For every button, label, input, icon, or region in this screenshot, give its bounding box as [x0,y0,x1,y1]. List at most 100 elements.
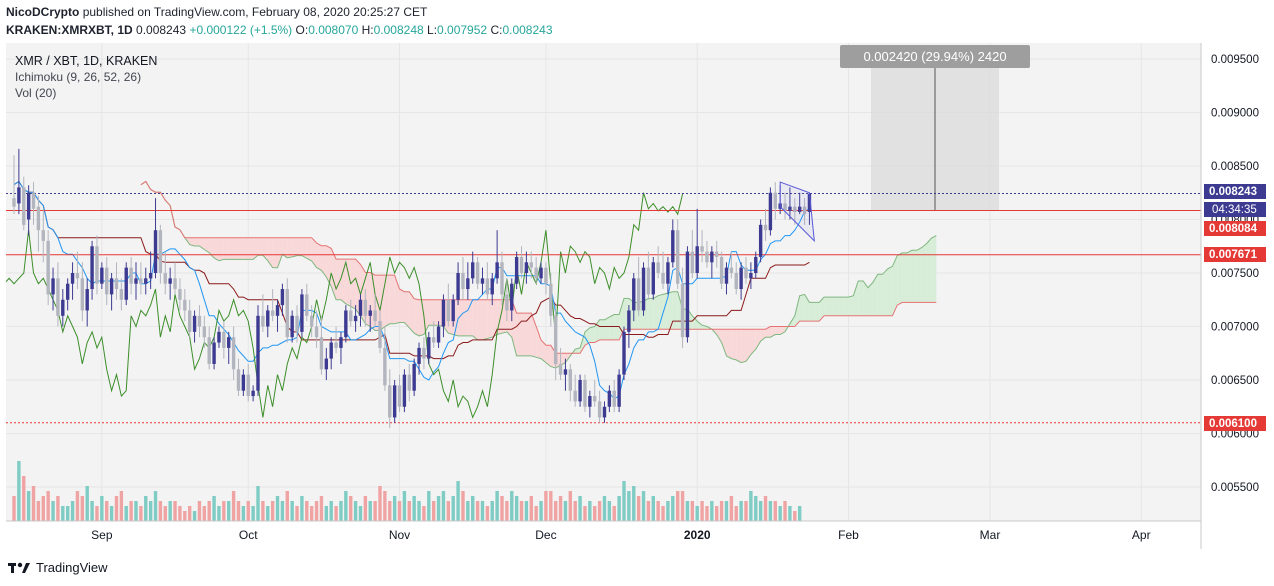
volume-bar [163,506,167,521]
candle-body [661,273,665,284]
candle-body [46,240,50,295]
cloud-segment [311,237,317,268]
candle-body [236,369,241,391]
volume-bar [402,491,407,521]
volume-bar [612,506,616,521]
candle-body [656,262,660,273]
volume-bar [75,491,80,521]
base-line [13,180,810,360]
ohlc-header: KRAKEN:XMRXBT, 1D 0.008243 +0.000122 (+1… [6,23,553,37]
cloud-segment [365,272,371,327]
cloud-segment [653,295,659,330]
x-tick-label: 2020 [684,528,711,542]
horizontal-levels [6,192,1201,424]
volume-bar [85,486,89,521]
x-tick-label: Sep [91,528,113,542]
volume-bar [495,491,499,521]
volume-bar [344,491,348,521]
cloud-segment [667,291,673,330]
volume-bar [114,496,119,521]
candle-body [290,315,294,338]
candle-body [422,347,426,359]
volume-bar [290,501,294,521]
candle-body [241,374,246,391]
candle-body [31,192,36,209]
cloud-segment [209,237,215,259]
volume-bar [763,496,768,521]
cloud-segment [331,248,337,300]
volume-bar [222,501,226,521]
price-chart[interactable]: 0.002420 (29.94%) 2420 0.009500 0.009000 0… [0,43,1270,549]
volume-bar [363,496,368,521]
volume-bar [309,506,314,521]
cloud-segment [277,237,283,268]
y-tick-label: 0.006500 [1211,375,1259,387]
candle-body [685,251,690,338]
chart-area[interactable]: 0.002420 (29.94%) 2420 0.009500 0.009000 0… [0,43,1270,549]
candle-body [358,299,363,316]
ichimoku-cloud [140,181,937,368]
candle-body [505,294,509,311]
cloud-segment [458,299,463,336]
time-axis[interactable]: Sep Oct Nov Dec 2020 Feb Mar Apr [91,528,1150,542]
volume-bar [134,501,138,521]
cloud-segment [604,317,610,340]
cloud-segment [404,291,410,328]
volume-bar [236,501,241,521]
candle-body [22,187,26,225]
candle-body [36,206,41,231]
volume-bar [261,501,265,521]
price-axis[interactable]: 0.0095000.0090000.0085000.0080000.007500… [1211,54,1259,494]
volume-bar [656,501,660,521]
close-label: C: [490,23,503,37]
candle-body [344,310,348,338]
author-name[interactable]: NicoDCrypto [6,5,80,19]
cloud-segment [726,329,732,359]
volume-bar [451,496,455,521]
volume-bar [70,501,75,521]
candle-body [324,358,329,370]
candle-body [466,278,470,290]
volume-bar [431,501,436,521]
candle-body [70,273,75,284]
y-tick-label: 0.008500 [1211,161,1259,173]
low-value: 0.007952 [437,23,488,37]
legend-ichimoku[interactable]: Ichimoku (9, 26, 52, 26) [15,70,142,84]
volume-bar [471,496,475,521]
cloud-segment [433,299,439,326]
volume-bar [305,501,309,521]
cloud-segment [716,329,722,343]
volume-bar [505,501,509,521]
volume-bar [192,511,197,521]
candle-body [563,369,568,375]
candle-body [65,283,70,300]
cloud-segment [409,291,415,334]
candle-body [490,278,494,295]
cloud-segment [775,326,781,335]
footer-brand[interactable]: TradingView [36,560,108,575]
cloud-segment [672,291,678,330]
volume-bar [734,506,738,521]
candle-body [558,363,563,375]
candle-body [148,273,153,279]
candle-body [495,262,499,279]
cloud-segment [297,237,302,256]
candle-body [163,273,167,284]
candle-body [261,315,265,327]
cloud-segment [462,299,468,336]
candle-body [383,347,387,386]
cloud-segment [189,237,195,246]
cloud-segment [516,313,522,356]
volume-bar [17,461,21,521]
cloud-segment [589,326,595,343]
legend-volume[interactable]: Vol (20) [15,86,57,100]
volume-bar [324,506,329,521]
volume-bar [754,496,758,521]
candle-body [612,390,616,407]
cloud-segment [340,259,346,304]
cloud-segment [814,302,820,322]
cloud-segment [560,353,566,366]
volume-bar [441,491,446,521]
candle-body [192,315,197,332]
candle-body [246,374,250,397]
